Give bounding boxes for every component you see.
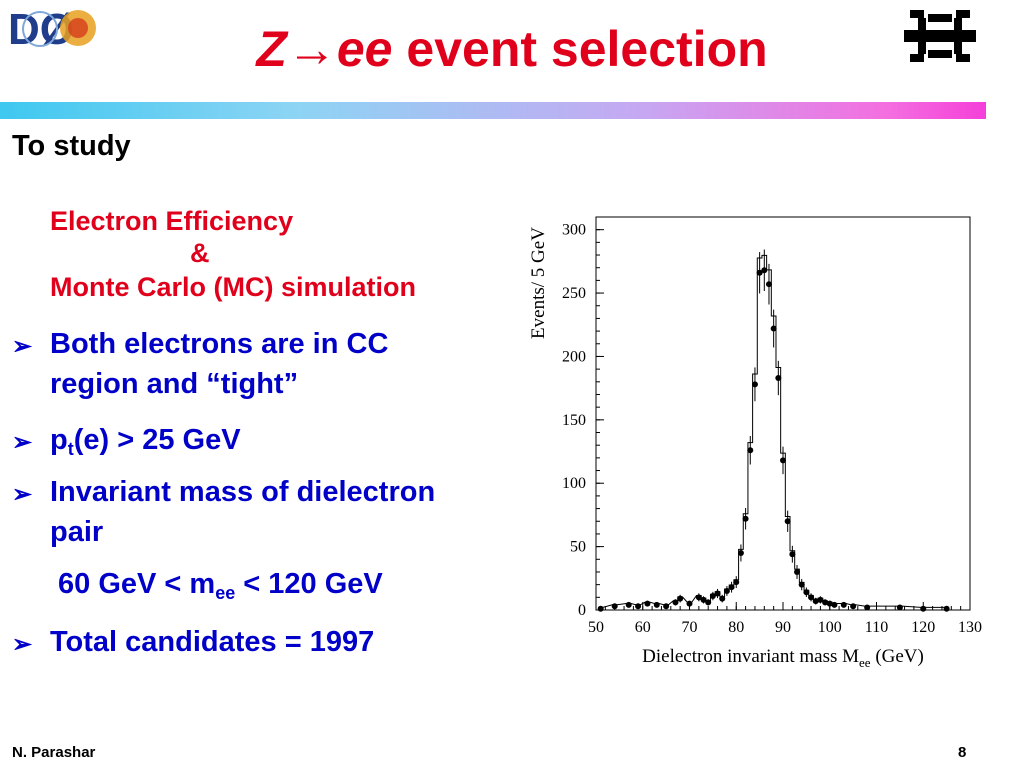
data-point — [826, 600, 833, 607]
data-point — [733, 579, 740, 586]
bullet-1-line-1: Both electrons are in CC — [50, 328, 389, 360]
data-point — [742, 515, 749, 522]
y-axis-label: Events/ 5 GeV — [528, 227, 549, 339]
footer-author: N. Parashar — [12, 744, 96, 761]
x-tick-label: 110 — [865, 619, 888, 636]
data-point — [831, 601, 838, 608]
data-point — [812, 598, 819, 605]
x-tick-label: 60 — [635, 619, 651, 636]
x-tick-label: 70 — [682, 619, 698, 636]
data-point — [817, 596, 824, 603]
data-point — [822, 599, 829, 606]
bullet-3-line-2: pair — [50, 516, 104, 548]
mass-histogram-chart: 50 60 70 80 90 100 110 120 130050100150200250300… — [528, 216, 982, 670]
d0-logo: DØ — [4, 2, 106, 54]
data-point — [770, 325, 777, 332]
data-point — [709, 593, 716, 600]
bullet-arrow-icon: ➢ — [12, 429, 33, 456]
data-point — [850, 603, 857, 610]
mass-range-text: 60 GeV < mee < 120 GeV — [58, 568, 383, 604]
x-tick-label: 130 — [958, 619, 982, 636]
x-tick-label: 50 — [588, 619, 604, 636]
bullet-2-p: p — [50, 424, 68, 456]
data-point — [864, 604, 871, 611]
x-tick-label: 90 — [775, 619, 791, 636]
data-point — [672, 599, 679, 606]
y-tick-label: 0 — [578, 602, 586, 619]
data-point — [751, 381, 758, 388]
data-point — [747, 447, 754, 454]
x-tick-label: 100 — [818, 619, 842, 636]
fermilab-logo — [904, 10, 976, 62]
data-point — [737, 549, 744, 556]
data-point — [635, 603, 642, 610]
data-point — [700, 596, 707, 603]
mass-range-sub: ee — [215, 583, 236, 603]
electron-efficiency-text: Electron Efficiency — [50, 206, 294, 236]
data-point — [705, 599, 712, 606]
data-point — [803, 589, 810, 596]
data-point — [663, 603, 670, 610]
data-point — [798, 581, 805, 588]
bullet-arrow-icon: ➢ — [12, 333, 33, 360]
data-point — [794, 568, 801, 575]
data-point — [695, 594, 702, 601]
data-point — [784, 518, 791, 525]
title-z: Z — [256, 21, 287, 77]
data-point — [780, 457, 786, 464]
mass-range-a: 60 GeV < m — [58, 568, 216, 600]
x-tick-label: 120 — [911, 619, 935, 636]
data-point — [775, 375, 782, 382]
data-point — [920, 605, 927, 612]
bullet-arrow-icon: ➢ — [12, 481, 33, 508]
data-point — [789, 551, 796, 558]
x-tick-label: 80 — [728, 619, 744, 636]
mass-range-b: < 120 GeV — [235, 568, 383, 600]
bullet-1-line-2: region and “tight” — [50, 368, 299, 400]
bullet-2-sub: t — [67, 439, 74, 459]
y-tick-label: 300 — [562, 222, 586, 239]
title-rest: event selection — [392, 21, 768, 77]
data-point — [644, 600, 651, 607]
y-tick-label: 250 — [562, 285, 586, 302]
data-point — [728, 584, 735, 591]
data-point — [943, 605, 950, 612]
y-tick-label: 50 — [570, 539, 586, 556]
data-point — [625, 601, 632, 608]
data-point — [597, 605, 604, 612]
x-axis-label: Dielectron invariant mass Mee (GeV) — [642, 646, 924, 670]
data-point — [896, 604, 903, 611]
data-point — [714, 590, 721, 597]
data-point — [611, 603, 618, 610]
mc-histogram-line — [598, 254, 949, 608]
title-gradient-bar — [0, 102, 986, 119]
data-point — [723, 587, 730, 594]
bullet-2-rest: (e) > 25 GeV — [73, 424, 241, 456]
plot-frame — [595, 216, 971, 611]
data-point — [719, 595, 726, 602]
page-number: 8 — [958, 744, 967, 761]
bullet-4: Total candidates = 1997 — [50, 626, 375, 658]
data-point — [808, 594, 815, 601]
bullet-3-line-1: Invariant mass of dielectron — [50, 476, 436, 508]
data-point — [840, 601, 847, 608]
bullet-arrow-icon: ➢ — [12, 631, 33, 658]
data-point — [761, 267, 768, 274]
data-point — [653, 601, 660, 608]
y-tick-label: 100 — [562, 475, 586, 492]
y-tick-label: 200 — [562, 348, 586, 365]
to-study-heading: To study — [12, 130, 131, 162]
slide-title: Z→ee event selection — [0, 20, 1024, 78]
bullet-2: pt(e) > 25 GeV — [50, 424, 241, 460]
title-arrow: → — [286, 21, 337, 77]
data-point — [677, 595, 684, 602]
data-point — [765, 281, 772, 288]
data-point — [756, 269, 763, 276]
ampersand-text: & — [190, 238, 210, 268]
data-point — [686, 600, 693, 607]
y-tick-label: 150 — [562, 412, 586, 429]
title-ee: ee — [336, 21, 393, 77]
monte-carlo-text: Monte Carlo (MC) simulation — [50, 272, 416, 302]
